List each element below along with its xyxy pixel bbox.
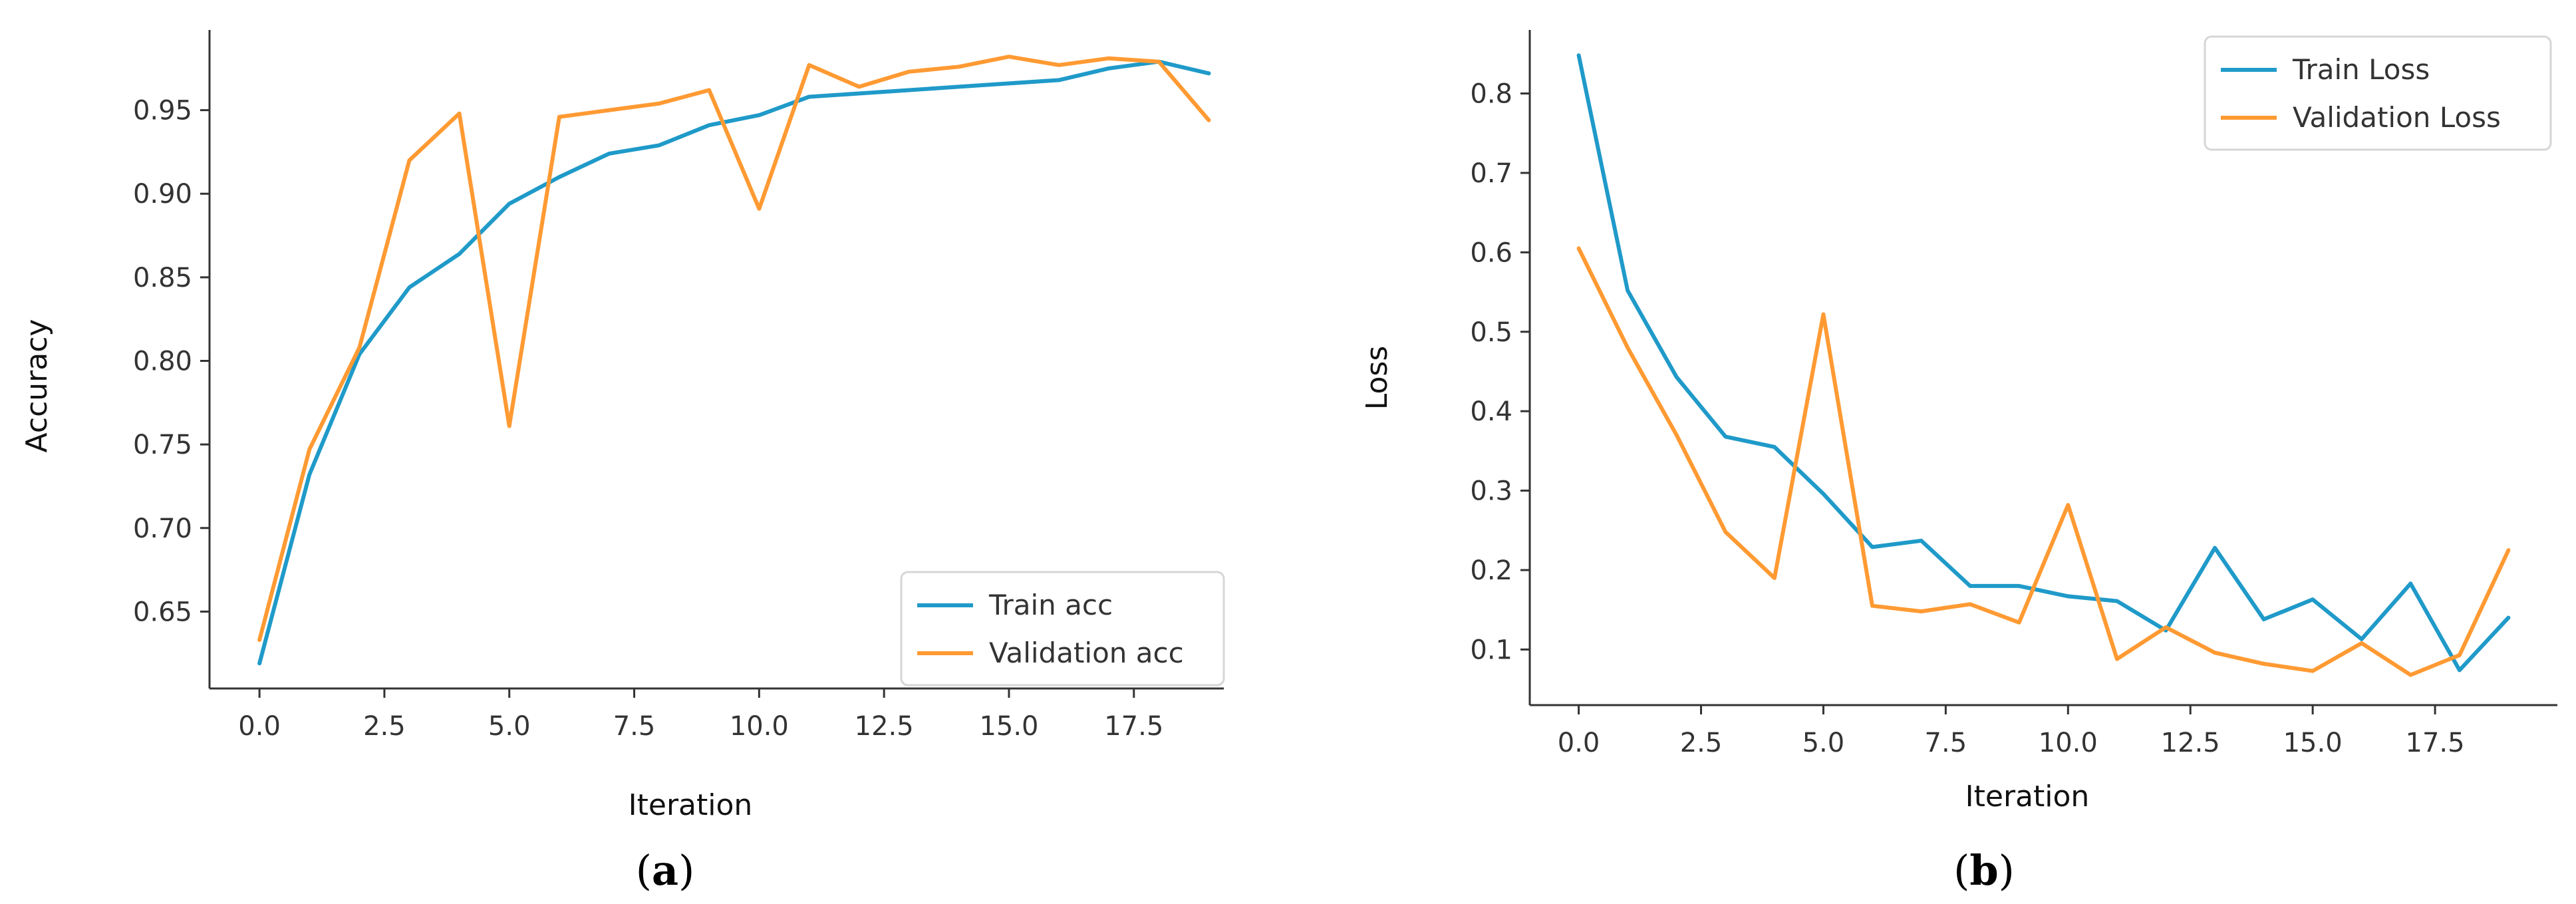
y-axis-label: Loss bbox=[1360, 346, 1394, 410]
x-tick-label: 17.5 bbox=[1104, 711, 1163, 742]
x-axis-label: Iteration bbox=[1965, 780, 2090, 814]
y-tick-label: 0.85 bbox=[133, 263, 192, 293]
y-tick-label: 0.70 bbox=[133, 514, 192, 544]
y-tick-label: 0.4 bbox=[1470, 396, 1512, 427]
y-tick-label: 0.65 bbox=[133, 597, 192, 627]
x-tick-label: 0.0 bbox=[1558, 728, 1600, 758]
x-tick-label: 7.5 bbox=[1925, 728, 1967, 758]
y-tick-label: 0.3 bbox=[1470, 476, 1512, 507]
x-tick-label: 15.0 bbox=[2283, 728, 2343, 758]
legend-entry: Train Loss bbox=[2292, 53, 2430, 86]
x-tick-label: 12.5 bbox=[2161, 728, 2220, 758]
y-tick-label: 0.95 bbox=[133, 96, 192, 126]
series-line-train-loss bbox=[1576, 53, 2511, 673]
panel-caption: (b) bbox=[1953, 846, 2015, 895]
series-line-validation-loss bbox=[1576, 246, 2511, 677]
x-tick-label: 12.5 bbox=[855, 711, 914, 742]
legend-frame bbox=[2204, 35, 2552, 151]
x-axis-label: Iteration bbox=[629, 788, 753, 822]
x-tick-label: 0.0 bbox=[238, 711, 281, 742]
panel-caption-letter: a bbox=[652, 846, 678, 895]
x-tick-label: 10.0 bbox=[2039, 728, 2098, 758]
legend-entry: Train acc bbox=[988, 589, 1113, 621]
x-tick-label: 10.0 bbox=[730, 711, 789, 742]
legend-entry: Validation Loss bbox=[2293, 101, 2501, 134]
x-tick-label: 17.5 bbox=[2406, 728, 2465, 758]
series-line-train-acc bbox=[257, 59, 1211, 666]
x-tick-label: 2.5 bbox=[1680, 728, 1723, 758]
legend-frame bbox=[900, 571, 1225, 686]
y-tick-label: 0.75 bbox=[133, 430, 192, 460]
y-tick-label: 0.2 bbox=[1470, 555, 1512, 586]
chart-loss: Loss Iteration (b) 0.1 0.2 0.3 0.4 0.5 0.6 0.7… bbox=[1360, 30, 2557, 895]
y-tick-label: 0.5 bbox=[1470, 317, 1512, 348]
panel-caption: (a) bbox=[636, 846, 695, 895]
x-tick-label: 7.5 bbox=[613, 711, 656, 742]
chart-accuracy: Accuracy Iteration (a) 0.65 0.70 0.75 0.80 0… bbox=[20, 30, 1225, 895]
y-tick-label: 0.6 bbox=[1470, 237, 1512, 268]
y-tick-label: 0.7 bbox=[1470, 158, 1512, 189]
x-tick-label: 15.0 bbox=[979, 711, 1038, 742]
y-tick-label: 0.8 bbox=[1470, 79, 1512, 110]
y-tick-label: 0.80 bbox=[133, 347, 192, 377]
legend: Train Loss Validation Loss bbox=[2204, 35, 2552, 151]
legend-entry: Validation acc bbox=[989, 637, 1184, 669]
legend: Train acc Validation acc bbox=[900, 571, 1225, 686]
x-tick-label: 5.0 bbox=[1802, 728, 1845, 758]
y-axis-label: Accuracy bbox=[20, 319, 54, 453]
x-tick-label: 2.5 bbox=[363, 711, 406, 742]
x-tick-label: 5.0 bbox=[488, 711, 531, 742]
series-line-validation-acc bbox=[257, 55, 1211, 643]
y-tick-label: 0.90 bbox=[133, 179, 192, 210]
y-tick-label: 0.1 bbox=[1470, 635, 1512, 665]
panel-caption-letter: b bbox=[1969, 846, 1998, 895]
